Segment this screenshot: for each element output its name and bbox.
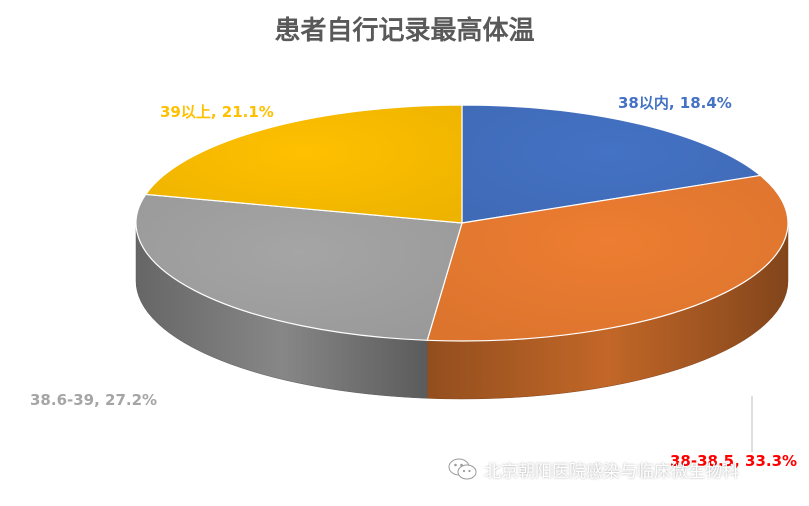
watermark: 北京朝阳医院感染与临床微生物科 <box>448 455 739 483</box>
watermark-text: 北京朝阳医院感染与临床微生物科 <box>484 461 739 482</box>
data-label-38-below: 38以内, 18.4% <box>618 94 732 112</box>
data-label-39-above: 39以上, 21.1% <box>160 103 274 121</box>
pie-top <box>135 104 789 342</box>
chart-title: 患者自行记录最高体温 <box>274 16 535 46</box>
wechat-icon <box>448 458 477 480</box>
pie-slice-0 <box>461 104 762 224</box>
pie-slice-1 <box>426 174 789 342</box>
data-label-38-6-39: 38.6-39, 27.2% <box>30 391 158 409</box>
pie-slice-2 <box>135 193 463 341</box>
data-label-38-38-5: 38-38.5, 33.3% <box>670 452 798 470</box>
pie-slice-3 <box>144 104 463 224</box>
